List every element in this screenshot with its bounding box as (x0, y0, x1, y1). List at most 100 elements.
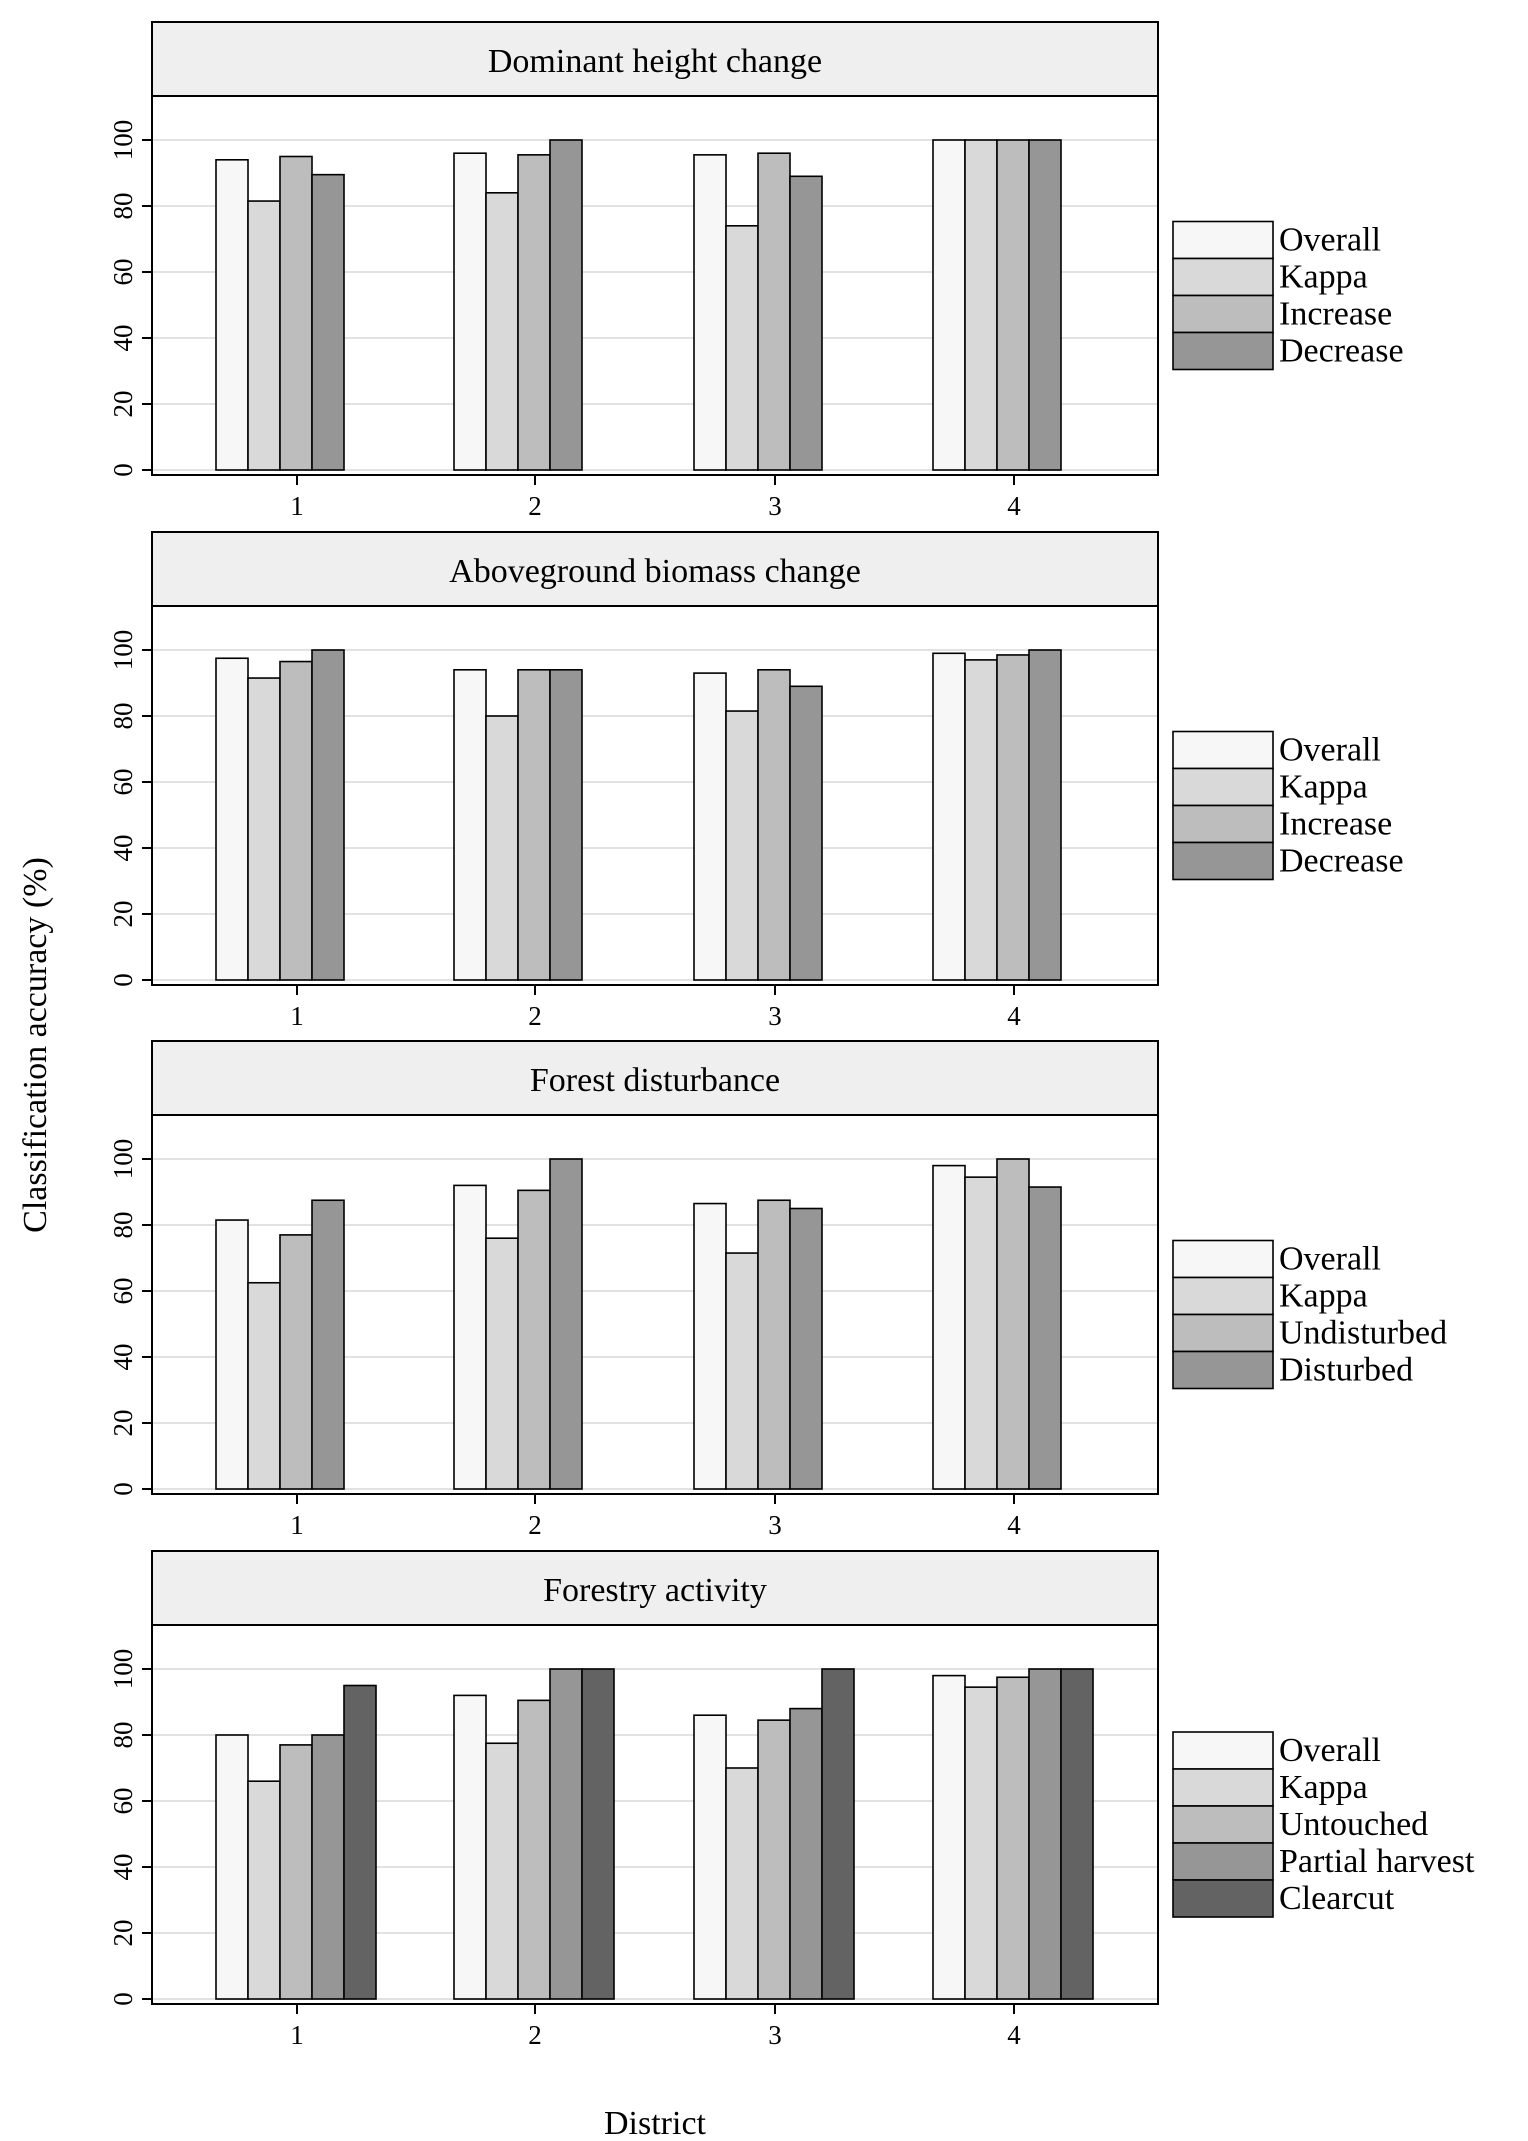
y-tick-label: 100 (108, 1139, 138, 1180)
bar (964, 659, 998, 981)
panel-title: Forestry activity (543, 1572, 767, 1609)
legend-swatch (1172, 1842, 1274, 1881)
bar (485, 1237, 519, 1490)
x-tick-label: 4 (1007, 2020, 1021, 2050)
panel-3: Forest disturbance 0 20 40 60 80 100 1 2 3 4 Overal… (108, 1040, 1447, 1540)
legend-swatch (1172, 1805, 1274, 1844)
legend-label: Clearcut (1279, 1880, 1395, 1917)
bar (996, 139, 1030, 471)
legend-label: Untouched (1279, 1806, 1428, 1843)
x-tick-label: 1 (290, 1510, 304, 1540)
panel-title: Dominant height change (488, 43, 822, 80)
bar (311, 649, 345, 981)
legend-swatch (1172, 294, 1274, 334)
legend-label: Increase (1279, 806, 1392, 843)
x-tick-label: 1 (290, 1001, 304, 1031)
bar (757, 1719, 791, 2000)
x-tick-label: 4 (1007, 1510, 1021, 1540)
y-tick-label: 40 (108, 1854, 138, 1881)
bar (964, 1686, 998, 2000)
legend-swatch (1172, 804, 1274, 844)
bar (1028, 139, 1062, 471)
bar (964, 139, 998, 471)
legend-label: Increase (1279, 296, 1392, 333)
y-tick-label: 60 (108, 1278, 138, 1305)
bar (996, 1676, 1030, 2000)
bar (453, 1694, 487, 2000)
bar (279, 1234, 313, 1490)
bar (932, 1164, 966, 1490)
legend-swatch (1172, 1350, 1274, 1390)
bar (789, 1207, 823, 1490)
panel-strip (151, 1040, 1159, 1116)
y-tick-label: 0 (108, 1482, 138, 1496)
bar (549, 1158, 583, 1490)
legend-label: Overall (1279, 1241, 1381, 1278)
bar (517, 1189, 551, 1490)
y-tick-label: 20 (108, 1410, 138, 1437)
bar (311, 1734, 345, 2000)
legend-label: Overall (1279, 732, 1381, 769)
legend-swatch (1172, 1731, 1274, 1770)
legend-swatch (1172, 1879, 1274, 1918)
bar (996, 654, 1030, 981)
y-tick-label: 20 (108, 391, 138, 418)
panel-strip (151, 1550, 1159, 1626)
bar (279, 155, 313, 471)
y-tick-label: 0 (108, 1992, 138, 2006)
bar (693, 154, 727, 471)
bar (693, 672, 727, 981)
bar (311, 1199, 345, 1490)
y-tick-label: 40 (108, 1344, 138, 1371)
y-tick-label: 100 (108, 1649, 138, 1690)
bar (279, 660, 313, 981)
y-tick-label: 80 (108, 1722, 138, 1749)
bar (725, 1252, 759, 1490)
y-tick-label: 20 (108, 1920, 138, 1947)
bar (1028, 1668, 1062, 2000)
legend-label: Overall (1279, 222, 1381, 259)
bar (215, 1734, 249, 2000)
panel-title: Aboveground biomass change (449, 553, 861, 590)
y-tick-label: 60 (108, 769, 138, 796)
legend-label: Partial harvest (1279, 1843, 1475, 1880)
bar (549, 668, 583, 981)
x-tick-label: 1 (290, 2020, 304, 2050)
bar (757, 152, 791, 471)
bar (247, 1281, 281, 1490)
y-tick-label: 20 (108, 901, 138, 928)
bar (932, 1674, 966, 2000)
legend-label: Kappa (1279, 1278, 1368, 1315)
legend-swatch (1172, 331, 1274, 371)
bar (215, 1219, 249, 1490)
panel-4: Forestry activity 0 20 40 60 80 100 1 2 3 4 Overall… (108, 1550, 1475, 2050)
bar (932, 652, 966, 981)
legend-label: Kappa (1279, 769, 1368, 806)
bar (789, 685, 823, 981)
legend-label: Undisturbed (1279, 1315, 1447, 1352)
x-tick-label: 2 (528, 1001, 542, 1031)
bar (789, 175, 823, 471)
legend-swatch (1172, 1276, 1274, 1316)
y-tick-label: 60 (108, 1788, 138, 1815)
bar (215, 657, 249, 981)
bar (485, 1742, 519, 2000)
legend-swatch (1172, 841, 1274, 881)
bar (247, 677, 281, 981)
x-axis-label: District (604, 2105, 707, 2141)
bar (1060, 1668, 1094, 2000)
legend-swatch (1172, 767, 1274, 807)
x-tick-label: 3 (768, 1510, 782, 1540)
legend-label: Overall (1279, 1732, 1381, 1769)
y-tick-label: 80 (108, 193, 138, 220)
legend-swatch (1172, 1313, 1274, 1353)
x-tick-label: 3 (768, 1001, 782, 1031)
legend-label: Decrease (1279, 843, 1404, 880)
y-tick-label: 60 (108, 259, 138, 286)
x-tick-label: 1 (290, 491, 304, 521)
x-tick-label: 2 (528, 491, 542, 521)
legend-swatch (1172, 730, 1274, 770)
bar (1028, 649, 1062, 981)
